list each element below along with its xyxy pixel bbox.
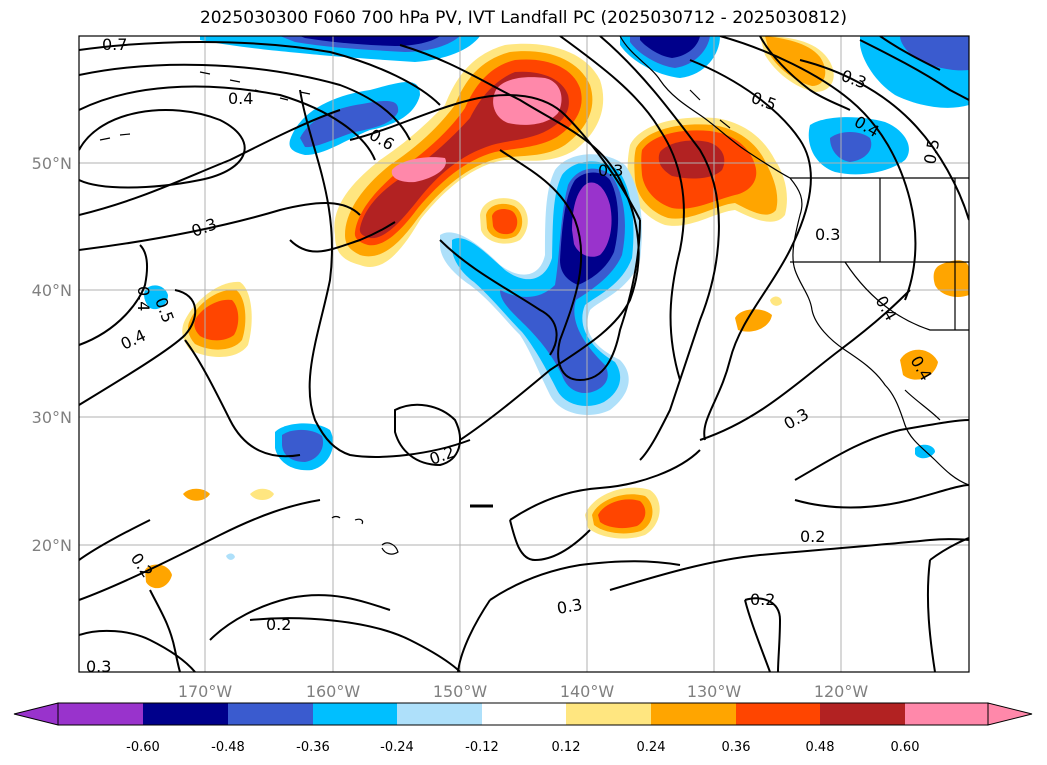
colorbar-extend-high [987, 702, 1033, 726]
colorbar-segment [143, 703, 228, 725]
colorbar-label: 0.48 [806, 740, 835, 755]
colorbar-label: 0.24 [637, 740, 666, 755]
colorbar-segment [228, 703, 313, 725]
lon-tick-label: 120°W [814, 682, 869, 701]
colorbar-label: 0.12 [552, 740, 581, 755]
coastlines [99, 36, 969, 555]
lon-tick-label: 130°W [687, 682, 742, 701]
contour-label: 0.2 [750, 590, 775, 609]
colorbar-label: -0.24 [380, 740, 414, 755]
colorbar-segment [566, 703, 651, 725]
lon-tick-label: 150°W [433, 682, 488, 701]
colorbar-segment [905, 703, 988, 725]
contour-label: 0.3 [598, 161, 623, 180]
colorbar: -0.60 -0.48 -0.36 -0.24 -0.12 0.12 0.24 … [13, 702, 1033, 755]
graticule [79, 36, 969, 672]
contour-label: 0.2 [800, 527, 825, 546]
colorbar-segment [736, 703, 820, 725]
map-title: 2025030300 F060 700 hPa PV, IVT Landfall… [199, 8, 847, 28]
longitude-labels: 170°W 160°W 150°W 140°W 130°W 120°W [178, 682, 869, 701]
contour-label: 0.4 [134, 286, 153, 311]
lat-tick-label: 50°N [32, 154, 72, 173]
colorbar-segment [58, 703, 143, 725]
colorbar-segment [482, 703, 566, 725]
latitude-labels: 50°N 40°N 30°N 20°N [32, 154, 72, 555]
contour-label: 0.3 [815, 225, 840, 244]
colorbar-label: 0.36 [722, 740, 751, 755]
lon-tick-label: 170°W [178, 682, 233, 701]
lon-tick-label: 140°W [560, 682, 615, 701]
colorbar-label: 0.60 [891, 740, 920, 755]
map-frame [78, 35, 970, 673]
colorbar-label: -0.48 [211, 740, 245, 755]
colorbar-label: -0.36 [296, 740, 330, 755]
lat-tick-label: 30°N [32, 408, 72, 427]
pv-contours [79, 36, 969, 672]
colorbar-extend-low [13, 702, 59, 726]
colorbar-segment [313, 703, 397, 725]
colorbar-label: -0.12 [465, 740, 499, 755]
contour-label: 0.2 [266, 615, 291, 634]
colorbar-segment [820, 703, 905, 725]
contour-label: 0.3 [86, 657, 111, 676]
lon-tick-label: 160°W [306, 682, 361, 701]
contour-label: 0.5 [920, 137, 943, 165]
colorbar-segment [397, 703, 482, 725]
contour-label: 0.4 [228, 89, 253, 108]
lat-tick-label: 40°N [32, 281, 72, 300]
contour-label: 0.7 [102, 35, 127, 54]
colorbar-label: -0.60 [126, 740, 160, 755]
colorbar-segment [651, 703, 736, 725]
lat-tick-label: 20°N [32, 536, 72, 555]
contour-label: 0.3 [555, 595, 583, 618]
colorbar-frame [57, 702, 989, 726]
